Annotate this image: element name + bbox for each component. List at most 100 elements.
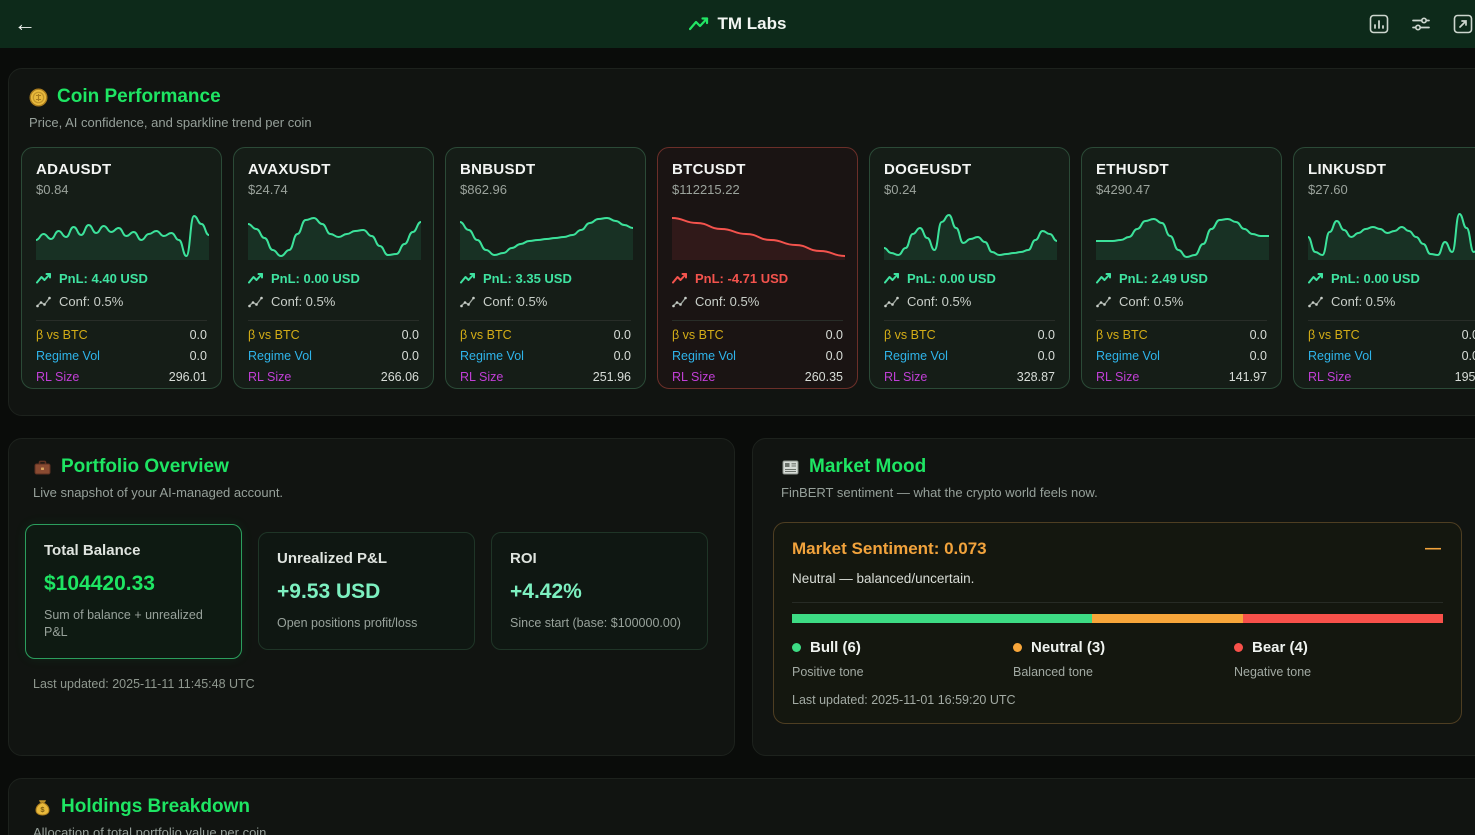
market-mood-title: Market Mood [781, 456, 1475, 478]
sparkline-chart [884, 213, 1057, 260]
legend-dot [792, 643, 801, 652]
pnl-row: PnL: 3.35 USD [460, 271, 631, 286]
pnl-row: PnL: 0.00 USD [884, 271, 1055, 286]
beta-label: β vs BTC [884, 328, 936, 342]
sliders-icon[interactable] [1411, 14, 1431, 34]
coin-price: $862.96 [460, 182, 507, 197]
coin-price: $112215.22 [672, 182, 740, 197]
legend-label: Neutral (3) [1031, 639, 1106, 656]
stat-label: Total Balance [44, 542, 141, 559]
confidence-value: Conf: 0.5% [695, 294, 760, 309]
beta-label: β vs BTC [460, 328, 512, 342]
coin-card[interactable]: LINKUSDT $27.60 PnL: 0.00 USD Conf: 0.5%… [1293, 147, 1475, 389]
beta-metric: β vs BTC 0.0 [36, 328, 207, 342]
coin-symbol: ETHUSDT [1096, 161, 1169, 178]
main-content: Coin Performance Price, AI confidence, a… [0, 48, 1475, 835]
legend-tone: Negative tone [1234, 665, 1312, 679]
portfolio-title: Portfolio Overview [33, 456, 718, 478]
legend-dot [1234, 643, 1243, 652]
legend-label: Bear (4) [1252, 639, 1308, 656]
beta-metric: β vs BTC 0.0 [672, 328, 843, 342]
rl-size-value: 195. [1454, 370, 1475, 384]
regime-vol-metric: Regime Vol 0.0 [460, 349, 631, 363]
confidence-icon [460, 296, 475, 307]
coin-price: $24.74 [248, 182, 288, 197]
pnl-row: PnL: -4.71 USD [672, 271, 843, 286]
regime-vol-value: 0.0 [189, 349, 207, 363]
rl-size-metric: RL Size 251.96 [460, 370, 631, 384]
legend-item: Neutral (3) Balanced tone [1013, 639, 1234, 679]
pnl-row: PnL: 0.00 USD [1308, 271, 1475, 286]
coin-performance-section: Coin Performance Price, AI confidence, a… [8, 68, 1475, 416]
coin-card[interactable]: ETHUSDT $4290.47 PnL: 2.49 USD Conf: 0.5… [1081, 147, 1282, 389]
rl-size-label: RL Size [36, 370, 80, 384]
coin-symbol: BTCUSDT [672, 161, 746, 178]
pnl-trending-icon [36, 273, 51, 284]
legend-label: Bull (6) [810, 639, 861, 656]
beta-value: 0.0 [1249, 328, 1267, 342]
legend-item: Bull (6) Positive tone [792, 639, 1013, 679]
rl-size-label: RL Size [672, 370, 716, 384]
confidence-value: Conf: 0.5% [1119, 294, 1184, 309]
sentiment-bar-segment-bull [792, 614, 1093, 623]
trending-up-icon [688, 17, 709, 31]
coin-card[interactable]: AVAXUSDT $24.74 PnL: 0.00 USD Conf: 0.5%… [233, 147, 434, 389]
holdings-breakdown-section: $ Holdings Breakdown Allocation of total… [8, 778, 1475, 835]
regime-vol-value: 0.0 [1037, 349, 1055, 363]
legend-item: Bear (4) Negative tone [1234, 639, 1443, 679]
coin-price: $0.24 [884, 182, 917, 197]
newspaper-icon [781, 458, 800, 477]
pnl-trending-icon [884, 273, 899, 284]
pnl-row: PnL: 0.00 USD [248, 271, 419, 286]
sparkline-chart [36, 214, 209, 260]
rl-size-value: 251.96 [592, 370, 631, 384]
beta-value: 0.0 [613, 328, 631, 342]
coin-card[interactable]: BTCUSDT $112215.22 PnL: -4.71 USD Conf: … [657, 147, 858, 389]
chart-panel-icon[interactable] [1369, 14, 1389, 34]
coin-card[interactable]: BNBUSDT $862.96 PnL: 3.35 USD Conf: 0.5%… [445, 147, 646, 389]
app-title: TM Labs [688, 14, 787, 34]
stat-description: Since start (base: $100000.00) [510, 616, 681, 631]
pnl-trending-icon [1096, 273, 1111, 284]
confidence-icon [884, 296, 899, 307]
pnl-row: PnL: 4.40 USD [36, 271, 207, 286]
stat-description: Sum of balance + unrealized P&L [44, 608, 203, 639]
beta-value: 0.0 [1461, 328, 1475, 342]
coin-symbol: AVAXUSDT [248, 161, 331, 178]
pnl-value: PnL: 2.49 USD [1119, 271, 1208, 286]
coin-price: $4290.47 [1096, 182, 1151, 197]
sentiment-legend: Bull (6) Positive tone Neutral (3) Balan… [792, 639, 1443, 679]
regime-vol-value: 0.0 [401, 349, 419, 363]
header-actions [1369, 14, 1473, 34]
export-icon[interactable] [1453, 14, 1473, 34]
moneybag-icon: $ [33, 798, 52, 817]
beta-value: 0.0 [1037, 328, 1055, 342]
legend-label-row: Bear (4) [1234, 639, 1443, 656]
regime-vol-metric: Regime Vol 0.0 [672, 349, 843, 363]
rl-size-label: RL Size [1308, 370, 1352, 384]
pnl-value: PnL: -4.71 USD [695, 271, 789, 286]
rl-size-metric: RL Size 266.06 [248, 370, 419, 384]
card-divider [1096, 320, 1267, 321]
coin-card-row: ADAUSDT $0.84 PnL: 4.40 USD Conf: 0.5% β… [21, 147, 1475, 389]
app-title-text: TM Labs [717, 14, 787, 33]
rl-size-metric: RL Size 195. [1308, 370, 1475, 384]
regime-vol-value: 0.0 [1461, 349, 1475, 363]
confidence-row: Conf: 0.5% [36, 294, 207, 309]
coin-card[interactable]: ADAUSDT $0.84 PnL: 4.40 USD Conf: 0.5% β… [21, 147, 222, 389]
confidence-value: Conf: 0.5% [1331, 294, 1396, 309]
rl-size-label: RL Size [248, 370, 292, 384]
back-button[interactable]: ← [14, 11, 36, 36]
sparkline-chart [1096, 217, 1269, 260]
regime-vol-metric: Regime Vol 0.0 [36, 349, 207, 363]
coin-card[interactable]: DOGEUSDT $0.24 PnL: 0.00 USD Conf: 0.5% … [869, 147, 1070, 389]
confidence-icon [1308, 296, 1323, 307]
regime-vol-value: 0.0 [613, 349, 631, 363]
regime-vol-label: Regime Vol [1308, 349, 1372, 363]
rl-size-metric: RL Size 296.01 [36, 370, 207, 384]
collapse-button[interactable]: — [1425, 540, 1441, 557]
coin-icon [29, 87, 48, 107]
regime-vol-label: Regime Vol [1096, 349, 1160, 363]
regime-vol-metric: Regime Vol 0.0 [1096, 349, 1267, 363]
stat-label: ROI [510, 550, 537, 568]
